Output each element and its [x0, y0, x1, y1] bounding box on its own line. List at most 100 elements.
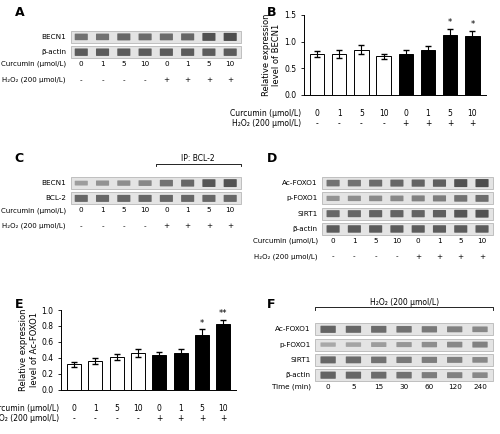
Text: +: +	[227, 77, 234, 83]
FancyBboxPatch shape	[472, 326, 488, 332]
Text: Curcumin (μmol/L): Curcumin (μmol/L)	[1, 61, 66, 67]
Text: 10: 10	[226, 61, 235, 67]
FancyBboxPatch shape	[348, 196, 361, 201]
Text: +: +	[164, 77, 170, 83]
Text: F: F	[266, 298, 275, 311]
Text: BECN1: BECN1	[41, 34, 66, 40]
FancyBboxPatch shape	[74, 33, 88, 40]
FancyBboxPatch shape	[320, 342, 336, 347]
Bar	[398, 54, 413, 95]
FancyBboxPatch shape	[326, 196, 340, 201]
Text: +: +	[178, 414, 184, 423]
Text: 10: 10	[140, 61, 149, 67]
FancyBboxPatch shape	[422, 357, 437, 363]
Bar	[310, 54, 324, 95]
FancyBboxPatch shape	[369, 225, 382, 233]
Text: A: A	[14, 6, 24, 19]
Text: 1: 1	[352, 237, 356, 243]
FancyBboxPatch shape	[447, 357, 462, 363]
FancyBboxPatch shape	[160, 49, 173, 56]
Text: 1: 1	[93, 404, 98, 413]
FancyBboxPatch shape	[396, 357, 411, 363]
Text: p-FOXO1: p-FOXO1	[286, 195, 318, 201]
Bar	[376, 56, 391, 95]
Text: H₂O₂ (200 μmol/L): H₂O₂ (200 μmol/L)	[254, 253, 318, 260]
Bar	[216, 324, 230, 390]
FancyBboxPatch shape	[316, 354, 492, 366]
Text: *: *	[470, 20, 474, 30]
Y-axis label: Relative expression
level of Ac-FOXO1: Relative expression level of Ac-FOXO1	[20, 309, 39, 391]
FancyBboxPatch shape	[346, 372, 361, 379]
Text: D: D	[266, 152, 276, 165]
FancyBboxPatch shape	[433, 225, 446, 233]
Text: 10: 10	[218, 404, 228, 413]
Text: +: +	[184, 77, 190, 83]
Text: 5: 5	[122, 61, 126, 67]
FancyBboxPatch shape	[320, 356, 336, 363]
FancyBboxPatch shape	[181, 195, 194, 202]
FancyBboxPatch shape	[202, 49, 215, 56]
Text: +: +	[227, 223, 234, 229]
Text: +: +	[415, 253, 422, 260]
Text: Curcumin (μmol/L): Curcumin (μmol/L)	[230, 109, 302, 118]
Text: +: +	[220, 414, 226, 423]
FancyBboxPatch shape	[96, 195, 109, 202]
FancyBboxPatch shape	[138, 33, 151, 40]
Text: p-FOXO1: p-FOXO1	[280, 342, 311, 348]
Bar	[465, 36, 479, 95]
FancyBboxPatch shape	[396, 342, 411, 347]
FancyBboxPatch shape	[160, 33, 173, 40]
FancyBboxPatch shape	[346, 342, 361, 347]
Text: +: +	[206, 223, 212, 229]
FancyBboxPatch shape	[70, 31, 241, 43]
Text: +: +	[436, 253, 442, 260]
FancyBboxPatch shape	[224, 195, 237, 202]
Text: SIRT1: SIRT1	[298, 210, 318, 217]
Text: -: -	[116, 414, 118, 423]
Text: Time (min): Time (min)	[272, 384, 311, 390]
Text: *: *	[448, 18, 452, 27]
FancyBboxPatch shape	[371, 372, 386, 378]
Text: 1: 1	[426, 109, 430, 118]
FancyBboxPatch shape	[422, 342, 437, 347]
Text: B: B	[266, 6, 276, 19]
Text: β-actin: β-actin	[286, 372, 311, 378]
FancyBboxPatch shape	[118, 181, 130, 186]
Text: *: *	[200, 319, 204, 328]
Text: +: +	[458, 253, 464, 260]
Text: +: +	[469, 118, 476, 128]
FancyBboxPatch shape	[454, 179, 468, 187]
FancyBboxPatch shape	[433, 179, 446, 187]
Text: 5: 5	[200, 404, 204, 413]
FancyBboxPatch shape	[433, 210, 446, 217]
FancyBboxPatch shape	[326, 225, 340, 233]
Text: -: -	[360, 118, 363, 128]
Text: +: +	[479, 253, 485, 260]
FancyBboxPatch shape	[322, 177, 492, 189]
Text: 0: 0	[79, 207, 84, 213]
Text: 0: 0	[404, 109, 408, 118]
FancyBboxPatch shape	[348, 225, 361, 233]
FancyBboxPatch shape	[412, 210, 424, 217]
Text: 0: 0	[331, 237, 336, 243]
Text: +: +	[156, 414, 162, 423]
Text: 0: 0	[157, 404, 162, 413]
FancyBboxPatch shape	[472, 372, 488, 378]
FancyBboxPatch shape	[74, 181, 88, 185]
FancyBboxPatch shape	[320, 326, 336, 333]
FancyBboxPatch shape	[138, 180, 151, 186]
Text: -: -	[94, 414, 97, 423]
FancyBboxPatch shape	[326, 180, 340, 186]
FancyBboxPatch shape	[70, 192, 241, 204]
FancyBboxPatch shape	[390, 180, 404, 187]
Text: 0: 0	[164, 61, 168, 67]
Text: +: +	[402, 118, 409, 128]
Text: 10: 10	[134, 404, 143, 413]
Text: 5: 5	[114, 404, 119, 413]
FancyBboxPatch shape	[412, 180, 424, 187]
Bar	[67, 364, 81, 390]
Bar	[131, 353, 145, 390]
Text: 10: 10	[392, 237, 402, 243]
Text: H₂O₂ (200 μmol/L): H₂O₂ (200 μmol/L)	[232, 118, 302, 128]
FancyBboxPatch shape	[412, 225, 424, 233]
